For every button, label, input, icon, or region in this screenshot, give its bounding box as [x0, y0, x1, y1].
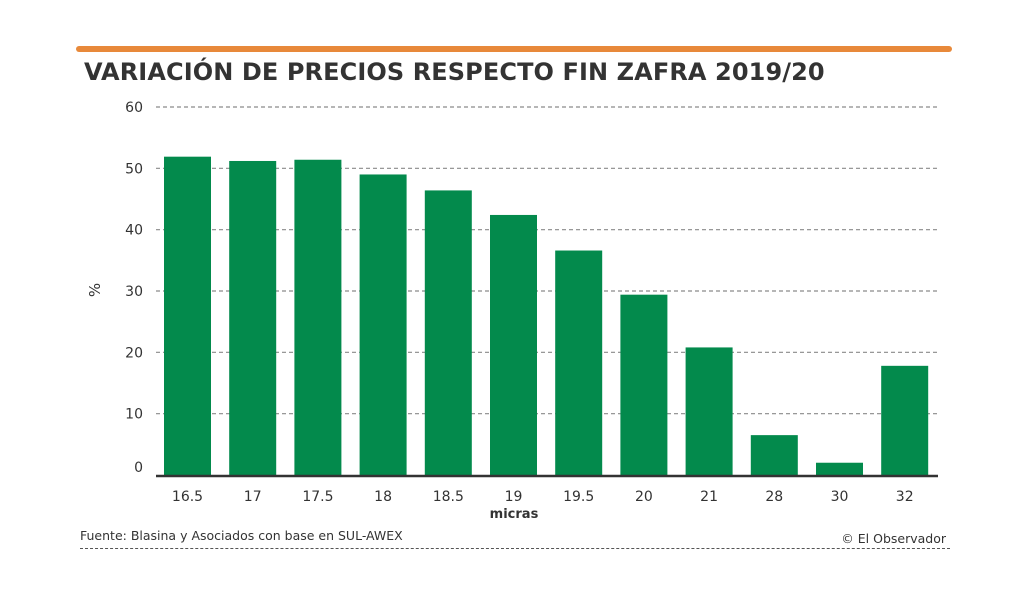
x-tick-label: 30: [831, 489, 849, 505]
x-tick-label: 32: [896, 489, 914, 505]
x-tick-label: 19: [505, 489, 523, 505]
y-tick-label: 30: [125, 284, 143, 300]
y-tick-label: 60: [125, 100, 143, 116]
y-tick-label: 40: [125, 223, 143, 239]
y-tick-labels: 0 10 20 30 40 50 60: [125, 100, 143, 476]
x-tick-label: 16.5: [172, 489, 203, 505]
y-axis-label: %: [86, 283, 104, 297]
bar: [816, 462, 863, 475]
x-tick-label: 20: [635, 489, 653, 505]
bar: [359, 174, 407, 475]
bar: [620, 294, 668, 475]
bars: [164, 156, 929, 476]
x-tick-label: 18: [374, 489, 392, 505]
bar: [881, 365, 929, 475]
x-tick-label: 21: [700, 489, 718, 505]
y-tick-label: 0: [134, 460, 143, 476]
footer-divider: [80, 548, 950, 549]
x-axis-label: micras: [490, 507, 539, 522]
y-tick-label: 20: [125, 345, 143, 361]
bar: [750, 435, 798, 475]
x-tick-label: 18.5: [433, 489, 464, 505]
bar: [164, 156, 211, 475]
y-tick-label: 10: [125, 407, 143, 423]
bar: [555, 250, 603, 475]
bar: [229, 160, 277, 475]
x-tick-label: 17: [244, 489, 262, 505]
source-note: Fuente: Blasina y Asociados con base en …: [80, 528, 403, 543]
y-tick-label: 50: [125, 161, 143, 177]
bar: [490, 214, 537, 476]
x-tick-label: 19.5: [563, 489, 594, 505]
header-accent-bar: [76, 46, 952, 52]
bar: [685, 347, 733, 475]
x-tick-labels: 16.5 17 17.5 18 18.5 19 19.5 20 21 28 30 32: [172, 489, 914, 505]
bar: [294, 159, 342, 475]
chart-title: VARIACIÓN DE PRECIOS RESPECTO FIN ZAFRA …: [84, 58, 825, 86]
x-tick-label: 28: [765, 489, 783, 505]
credit-note: © El Observador: [841, 531, 946, 546]
x-tick-label: 17.5: [302, 489, 333, 505]
gridlines: [156, 106, 938, 415]
bar: [424, 190, 472, 475]
